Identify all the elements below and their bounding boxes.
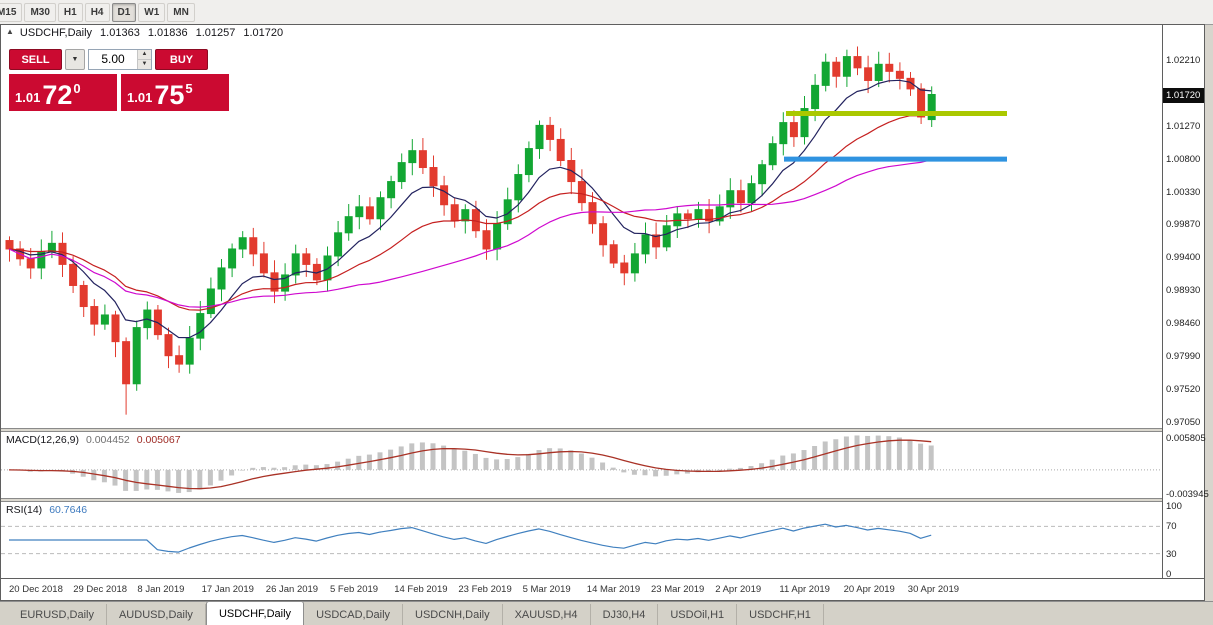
buy-price-pip: 5: [185, 81, 193, 96]
chart-tab-usdchf-h1[interactable]: USDCHF,H1: [737, 604, 824, 625]
one-click-trading-panel: SELL ▼ 5.00 ▲ ▼ BUY 1.01 72: [9, 49, 229, 111]
timeframe-button-h1[interactable]: H1: [57, 2, 83, 22]
volume-spinner[interactable]: ▲ ▼: [137, 50, 151, 69]
ohlc-high: 1.01836: [147, 27, 188, 39]
price-axis-label: 1.00330: [1166, 187, 1201, 199]
volume-stepper[interactable]: 5.00 ▲ ▼: [88, 49, 152, 70]
rsi-axis-label: 100: [1166, 501, 1182, 512]
macd-pane[interactable]: MACD(12,26,9) 0.004452 0.005067: [1, 432, 1162, 498]
chart-tab-eurusd-daily[interactable]: EURUSD,Daily: [8, 604, 107, 625]
chart-tab-usdoil-h1[interactable]: USDOil,H1: [658, 604, 738, 625]
chart-tab-dj30-h4[interactable]: DJ30,H4: [591, 604, 659, 625]
collapse-icon[interactable]: ▲: [6, 27, 14, 36]
rsi-value: 60.7646: [49, 504, 88, 516]
timeframe-toolbar: M15M30H1H4D1W1MN: [0, 0, 1213, 25]
date-axis-label: 26 Jan 2019: [265, 584, 319, 595]
price-axis-label: 0.97520: [1166, 384, 1201, 396]
chevron-down-icon: ▼: [71, 56, 79, 63]
chart-tab-usdcnh-daily[interactable]: USDCNH,Daily: [403, 604, 503, 625]
date-axis-label: 8 Jan 2019: [137, 584, 185, 595]
timeframe-button-group: M15M30H1H4D1W1MN: [0, 2, 196, 22]
macd-header: MACD(12,26,9) 0.004452 0.005067: [6, 434, 181, 446]
sell-price-display[interactable]: 1.01 72 0: [9, 74, 117, 111]
date-axis-label: 14 Feb 2019: [394, 584, 448, 595]
date-axis-label: 14 Mar 2019: [586, 584, 641, 595]
price-axis-label: 0.99870: [1166, 219, 1201, 231]
date-axis-label: 23 Mar 2019: [651, 584, 705, 595]
rsi-axis-label: 70: [1166, 521, 1177, 533]
macd-axis-label: -0.003945: [1166, 488, 1209, 500]
chart-tab-usdcad-daily[interactable]: USDCAD,Daily: [304, 604, 404, 625]
chart-symbol-label: USDCHF,Daily: [19, 27, 93, 39]
date-axis-label: 20 Dec 2018: [9, 584, 63, 595]
sell-button[interactable]: SELL: [9, 49, 62, 70]
chart-tab-usdchf-daily[interactable]: USDCHF,Daily: [205, 601, 305, 625]
price-axis[interactable]: 1.01720 1.02210 1.01270 1.00800 1.00330 0.99…: [1162, 25, 1209, 580]
ohlc-close: 1.01720: [243, 27, 284, 39]
timeframe-button-h4[interactable]: H4: [84, 2, 110, 22]
ohlc-open: 1.01363: [100, 27, 140, 39]
buy-price-prefix: 1.01: [127, 90, 153, 105]
timeframe-button-m15[interactable]: M15: [0, 2, 23, 22]
date-axis-label: 20 Apr 2019: [843, 584, 895, 595]
timeframe-button-mn[interactable]: MN: [167, 2, 195, 22]
chart-title: ▲ USDCHF,Daily 1.01363 1.01836 1.01257 1…: [6, 27, 283, 39]
price-axis-label: 0.97050: [1166, 417, 1201, 429]
price-axis-label: 0.98460: [1166, 318, 1201, 330]
sell-price-big: 72: [42, 80, 73, 110]
date-axis-label: 2 Apr 2019: [715, 584, 762, 595]
price-axis-label: 1.01270: [1166, 121, 1201, 133]
rsi-axis-label: 0: [1166, 569, 1172, 580]
rsi-plot[interactable]: [1, 502, 1162, 578]
timeframe-button-w1[interactable]: W1: [138, 2, 166, 22]
pane-separator[interactable]: [1, 428, 1204, 432]
price-axis-label: 0.98930: [1166, 285, 1201, 297]
date-axis-label: 5 Feb 2019: [330, 584, 379, 595]
main-chart-pane[interactable]: ▲ USDCHF,Daily 1.01363 1.01836 1.01257 1…: [1, 25, 1162, 428]
chart-tabs: EURUSD,Daily AUDUSD,Daily USDCHF,Daily USDC…: [8, 601, 824, 625]
date-axis-label: 17 Jan 2019: [201, 584, 254, 595]
rsi-pane[interactable]: RSI(14) 60.7646: [1, 502, 1162, 578]
chart-tab-xauusd-h4[interactable]: XAUUSD,H4: [503, 604, 591, 625]
macd-plot[interactable]: [1, 432, 1162, 498]
rsi-axis-label: 30: [1166, 548, 1177, 560]
rsi-title: RSI(14): [6, 504, 43, 516]
macd-signal-value: 0.005067: [136, 434, 181, 446]
volume-dropdown-button[interactable]: ▼: [65, 49, 85, 70]
sell-price-prefix: 1.01: [15, 90, 41, 105]
spin-down-icon[interactable]: ▼: [138, 60, 151, 69]
chart-window: ▲ USDCHF,Daily 1.01363 1.01836 1.01257 1…: [0, 24, 1209, 601]
volume-value[interactable]: 5.00: [101, 52, 125, 66]
date-axis-label: 23 Feb 2019: [458, 584, 512, 595]
date-axis-label: 5 Mar 2019: [522, 584, 571, 595]
buy-price-display[interactable]: 1.01 75 5: [121, 74, 229, 111]
pane-separator[interactable]: [1, 498, 1204, 502]
date-axis-label: 30 Apr 2019: [907, 584, 960, 595]
buy-button[interactable]: BUY: [155, 49, 208, 70]
rsi-header: RSI(14) 60.7646: [6, 504, 87, 516]
price-axis-label: 0.99400: [1166, 252, 1201, 264]
chart-tab-audusd-daily[interactable]: AUDUSD,Daily: [107, 604, 206, 625]
spin-up-icon[interactable]: ▲: [138, 50, 151, 60]
macd-title: MACD(12,26,9): [6, 434, 79, 446]
buy-price-big: 75: [154, 80, 185, 110]
chart-tab-bar: EURUSD,Daily AUDUSD,Daily USDCHF,Daily USDC…: [0, 601, 1213, 625]
macd-axis-label: 0.005805: [1166, 433, 1206, 444]
date-axis-label: 11 Apr 2019: [779, 584, 830, 595]
price-axis-label: 1.00800: [1166, 154, 1201, 166]
date-axis-label: 29 Dec 2018: [73, 584, 128, 595]
candlestick-plot[interactable]: [1, 25, 1162, 428]
timeframe-button-m30[interactable]: M30: [24, 2, 56, 22]
price-axis-label: 0.97990: [1166, 351, 1201, 363]
ohlc-low: 1.01257: [195, 27, 236, 39]
macd-main-value: 0.004452: [85, 434, 130, 446]
sell-price-pip: 0: [73, 81, 81, 96]
timeframe-button-d1[interactable]: D1: [111, 2, 137, 22]
current-price-tag: 1.01720: [1163, 87, 1204, 103]
price-axis-label: 1.02210: [1166, 55, 1201, 67]
date-axis[interactable]: 20 Dec 2018 29 Dec 2018 8 Jan 2019 17 Jan 2…: [1, 578, 1204, 600]
